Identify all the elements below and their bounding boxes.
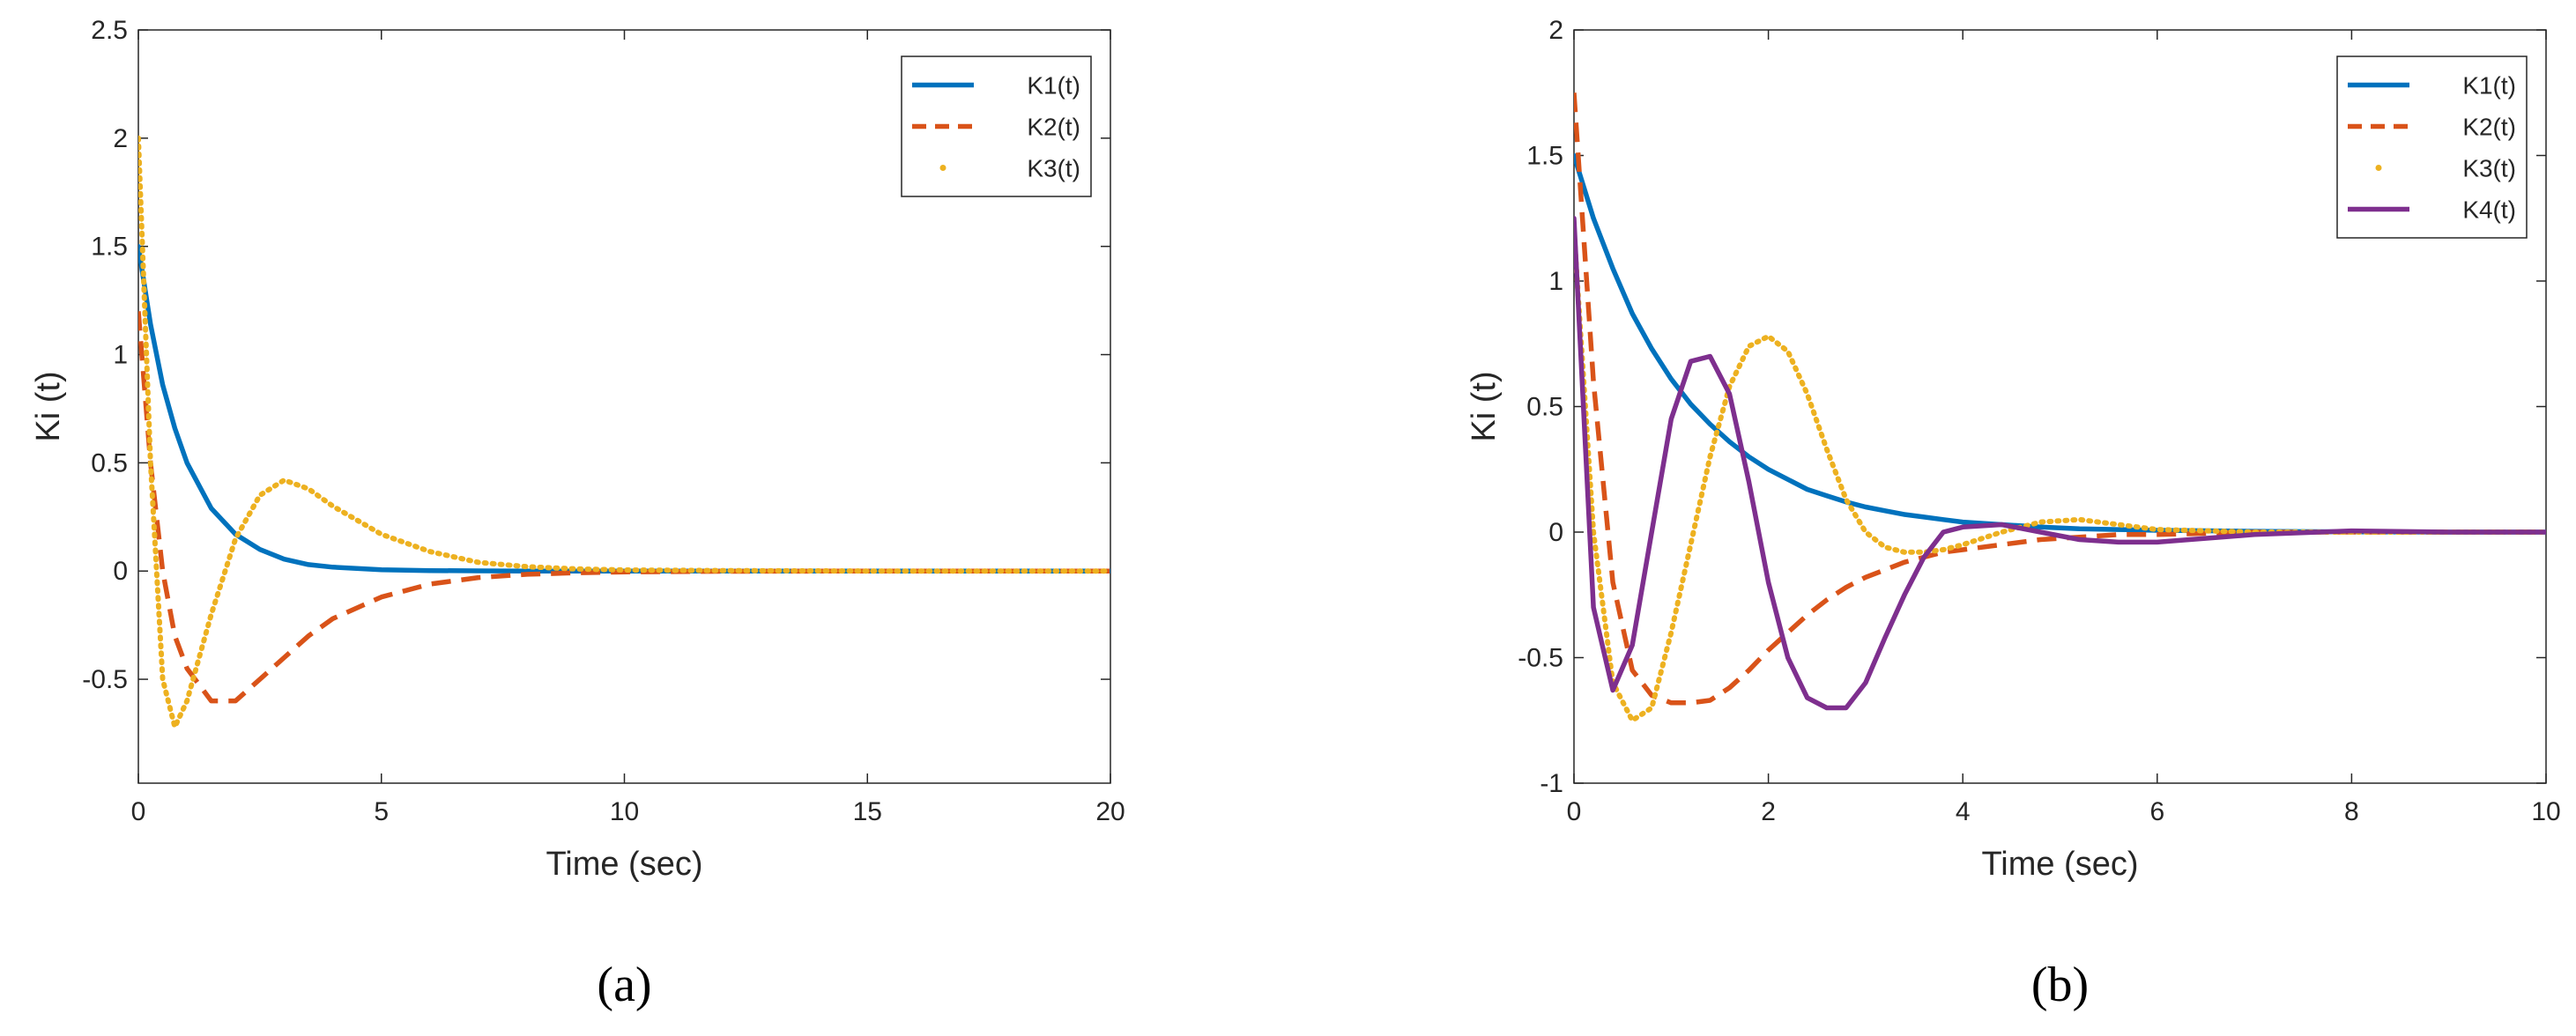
y-tick-label: 0.5 — [1526, 393, 1563, 422]
y-axis-label: Ki (t) — [30, 371, 67, 441]
panel-label: (b) — [2031, 958, 2089, 1012]
x-tick-label: 5 — [374, 797, 389, 826]
y-tick-label: 1 — [113, 341, 128, 370]
y-tick-label: 2 — [1548, 16, 1563, 45]
x-tick-label: 2 — [1761, 797, 1776, 826]
y-tick-label: 2.5 — [91, 16, 128, 45]
legend-box — [901, 56, 1092, 197]
x-tick-label: 8 — [2344, 797, 2359, 826]
legend-label: K3(t) — [1027, 155, 1080, 182]
legend-label: K1(t) — [2462, 72, 2516, 100]
chart-panel: 0 5 10 15 20 -0.5 0 0.5 1 1.5 2 2.5 Time (sec) Ki (t)… — [30, 16, 1125, 1012]
legend-label: K2(t) — [2462, 114, 2516, 141]
series-line — [1574, 152, 2546, 535]
y-tick-label: -0.5 — [1518, 644, 1563, 673]
y-tick-label: 0.5 — [91, 448, 128, 477]
y-tick-label: 1.5 — [91, 233, 128, 262]
x-axis-label: Time (sec) — [546, 846, 702, 883]
x-tick-label: 10 — [610, 797, 639, 826]
y-tick-label: 1.5 — [1526, 142, 1563, 171]
x-axis-label: Time (sec) — [1981, 846, 2138, 883]
y-tick-label: 0 — [1548, 518, 1563, 547]
series-line — [1574, 92, 2546, 706]
x-tick-label: 15 — [853, 797, 882, 826]
y-tick-label: -1 — [1540, 769, 1563, 798]
chart-panel: 0 2 4 6 8 10 -1 -0.5 0 0.5 1 1.5 2 Time (sec) Ki (t) (b… — [1466, 16, 2561, 1012]
y-tick-label: 0 — [113, 557, 128, 586]
legend-marker — [2375, 165, 2382, 171]
y-axis-label: Ki (t) — [1466, 371, 1503, 441]
x-tick-label: 20 — [1095, 797, 1125, 826]
y-tick-label: 1 — [1548, 267, 1563, 296]
legend-label: K2(t) — [1027, 114, 1080, 141]
legend-label: K4(t) — [2462, 196, 2516, 224]
series-line — [1574, 216, 2546, 711]
x-tick-label: 6 — [2149, 797, 2164, 826]
legend-label: K1(t) — [1027, 72, 1080, 100]
legend-marker — [939, 165, 947, 171]
y-tick-label: 2 — [113, 124, 128, 153]
x-tick-label: 4 — [1956, 797, 1971, 826]
x-tick-label: 0 — [131, 797, 146, 826]
series-line — [138, 311, 1110, 704]
series-line — [1574, 228, 2546, 723]
x-tick-label: 0 — [1567, 797, 1582, 826]
legend-label: K3(t) — [2462, 155, 2516, 182]
x-tick-label: 10 — [2531, 797, 2560, 826]
series-line — [138, 135, 1110, 730]
y-tick-label: -0.5 — [82, 665, 128, 694]
panel-label: (a) — [597, 958, 651, 1012]
